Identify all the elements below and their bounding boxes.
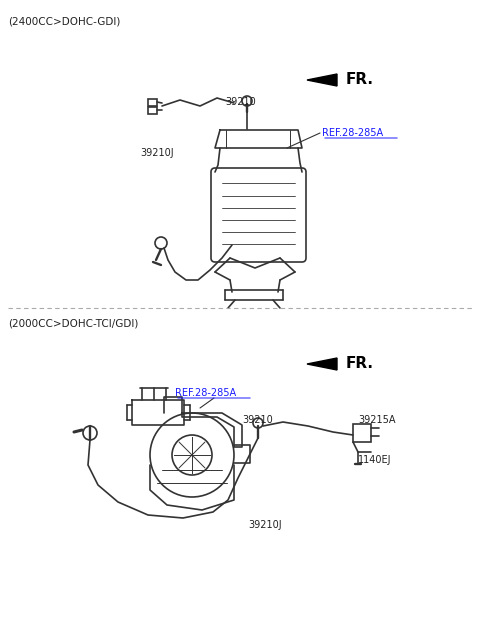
Text: 39210: 39210 bbox=[242, 415, 273, 425]
Bar bbox=[148, 107, 157, 114]
Text: FR.: FR. bbox=[346, 356, 374, 371]
Text: 1140EJ: 1140EJ bbox=[358, 455, 392, 465]
Text: FR.: FR. bbox=[346, 72, 374, 87]
Text: 39215A: 39215A bbox=[358, 415, 396, 425]
Bar bbox=[353, 424, 371, 442]
Text: 39210: 39210 bbox=[225, 97, 256, 107]
Text: (2000CC>DOHC-TCI/GDI): (2000CC>DOHC-TCI/GDI) bbox=[8, 318, 138, 328]
Text: REF.28-285A: REF.28-285A bbox=[175, 388, 236, 398]
Text: 39210J: 39210J bbox=[140, 148, 174, 158]
Text: (2400CC>DOHC-GDI): (2400CC>DOHC-GDI) bbox=[8, 16, 120, 26]
Text: REF.28-285A: REF.28-285A bbox=[322, 128, 383, 138]
Polygon shape bbox=[307, 358, 337, 370]
Text: 39210J: 39210J bbox=[248, 520, 282, 530]
Bar bbox=[148, 99, 157, 106]
Polygon shape bbox=[307, 74, 337, 86]
